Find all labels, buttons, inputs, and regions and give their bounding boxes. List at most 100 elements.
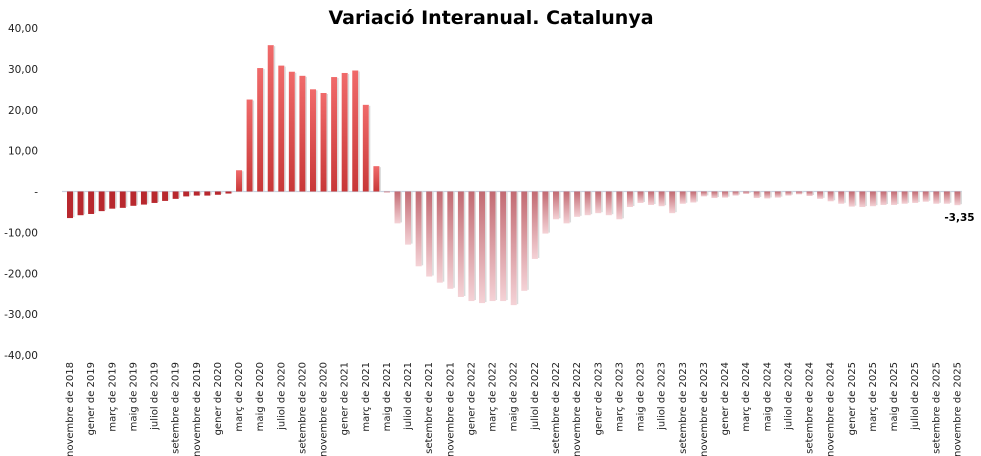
x-tick-label: maig de 2024 (762, 362, 773, 431)
x-tick-label: setembre de 2020 (297, 362, 308, 454)
bar (711, 191, 718, 199)
bar-shadow (537, 191, 540, 258)
bar (447, 191, 454, 289)
x-tick-label: juliol de 2023 (657, 362, 668, 431)
x-tick-label: setembre de 2024 (805, 362, 816, 454)
x-tick-label: maig de 2025 (889, 362, 900, 431)
bar-shadow (717, 191, 719, 198)
bar-shadow (474, 191, 476, 301)
bar (753, 191, 760, 199)
bar-shadow (442, 191, 445, 282)
bar (901, 191, 908, 204)
bar-shadow (801, 191, 804, 194)
bar (838, 191, 845, 204)
x-tick-label: març de 2023 (614, 362, 625, 432)
bar-shadow (284, 66, 286, 192)
bar-shadow (199, 191, 202, 195)
x-tick-label: setembre de 2025 (931, 362, 942, 454)
bar-shadow (389, 191, 392, 192)
x-tick-label: març de 2022 (488, 362, 499, 432)
bar (479, 191, 486, 304)
x-tick-label: juliol de 2021 (403, 362, 414, 431)
bar (954, 191, 961, 206)
bar (500, 191, 507, 302)
bar-shadow (210, 191, 212, 195)
x-tick-label: novembre de 2021 (445, 362, 456, 456)
x-tick-label: gener de 2022 (466, 362, 477, 435)
bar-shadow (918, 191, 920, 202)
x-tick-labels: novembre de 2018 gener de 2019 març de 201… (65, 362, 963, 456)
bar (637, 191, 644, 203)
bar-shadow (812, 191, 815, 195)
x-tick-label: març de 2021 (361, 362, 372, 432)
bar-shadow (326, 93, 329, 192)
bar-shadow (548, 191, 550, 233)
y-tick-label: -20,00 (4, 268, 38, 280)
bar-shadow (337, 78, 339, 192)
bar-shadow (780, 191, 783, 197)
bar-shadow (453, 191, 455, 288)
bar-shadow (305, 76, 307, 192)
bar-shadow (823, 191, 825, 198)
x-tick-label: maig de 2019 (128, 362, 139, 431)
bar (299, 75, 306, 192)
bar (320, 92, 327, 192)
bar-shadow (157, 191, 160, 202)
bar-shadow (706, 191, 709, 196)
x-tick-label: setembre de 2023 (678, 362, 689, 454)
x-tick-label: març de 2025 (868, 362, 879, 432)
bar-shadow (485, 191, 487, 303)
bars (67, 45, 962, 306)
bar-shadow (115, 191, 117, 208)
bar (415, 191, 422, 267)
y-tick-label: -30,00 (4, 309, 38, 321)
bar (521, 191, 528, 291)
bar (817, 191, 824, 199)
bar (510, 191, 517, 306)
bar (405, 191, 412, 245)
bar-shadow (527, 191, 529, 290)
bar (341, 72, 348, 192)
bar (616, 191, 623, 220)
bar (383, 191, 390, 193)
bar (162, 191, 169, 201)
bar-shadow (125, 191, 128, 207)
y-tick-label: 20,00 (8, 105, 38, 117)
bar-shadow (844, 191, 846, 203)
x-tick-label: juliol de 2025 (910, 362, 921, 431)
bar-shadow (939, 191, 941, 203)
bar-shadow (886, 191, 889, 204)
bar-shadow (728, 191, 730, 197)
x-tick-label: maig de 2022 (509, 362, 520, 431)
bar-shadow (495, 191, 498, 301)
data-labels: -3,35 (944, 212, 974, 224)
data-label: -3,35 (944, 212, 974, 224)
bar (552, 191, 559, 220)
bar-shadow (506, 191, 508, 301)
bar (658, 191, 665, 207)
bar (362, 104, 369, 192)
bar (848, 191, 855, 207)
bar-shadow (189, 191, 191, 196)
y-tick-label: - (34, 187, 38, 199)
bar (352, 70, 359, 192)
bar (891, 191, 898, 205)
x-tick-label: setembre de 2019 (171, 362, 182, 454)
chart-title: Variació Interanual. Catalunya (328, 7, 653, 29)
x-tick-label: març de 2020 (234, 362, 245, 432)
bar-shadow (696, 191, 698, 202)
bar (468, 191, 475, 302)
bar-shadow (73, 191, 75, 218)
bar (426, 191, 433, 277)
bar-shadow (94, 191, 96, 213)
bar (531, 191, 538, 259)
bar-shadow (421, 191, 424, 266)
y-tick-labels: 40,00 30,00 20,00 10,00 - -10,00 -20,00 -30,00 -… (4, 23, 38, 362)
bar (331, 77, 338, 192)
bar (77, 191, 84, 216)
bar (827, 191, 834, 202)
bar (648, 191, 655, 205)
bar (922, 191, 929, 202)
bar (679, 191, 686, 204)
